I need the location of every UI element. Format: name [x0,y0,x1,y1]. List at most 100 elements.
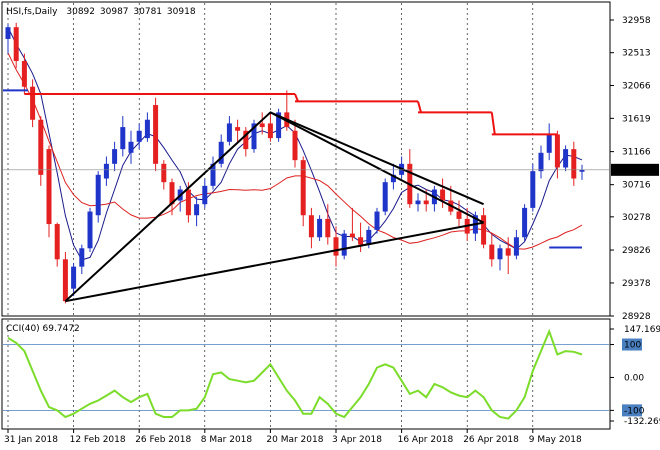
cci-tick-label: 100 [624,341,641,351]
cci-level-tag [622,404,642,417]
candle-body [292,130,298,161]
candle-body [267,123,273,139]
candle-body [153,105,159,164]
candle-body [62,259,68,302]
candle-body [489,244,495,260]
x-tick-label: 26 Feb 2018 [135,435,191,445]
y-tick-label: 32066 [622,82,651,92]
candle-body [30,86,36,120]
x-tick-label: 12 Feb 2018 [70,435,126,445]
x-tick-label: 16 Apr 2018 [398,435,454,445]
slow-ma-line [7,52,583,250]
candle-body [554,134,560,168]
candle-body [79,248,85,267]
candle-body [538,152,544,172]
candle-body [136,130,142,142]
candle-body [13,27,19,61]
candle-body [382,182,388,212]
cci-tick-label: 0.00 [624,373,644,383]
y-tick-label: 29378 [622,279,651,289]
overlay-lines [3,89,609,303]
cci-level-tag [622,338,642,351]
candle-body [259,123,265,128]
candle-body [38,119,44,175]
last-price-tag [611,163,659,176]
y-tick-label: 32513 [622,49,651,59]
candle-body [358,237,364,245]
candle-body [456,211,462,219]
stop-step [417,101,422,113]
candle-body [423,200,429,205]
y-tick-label: 31619 [622,114,651,124]
stop-step [294,93,299,102]
candle-body [341,233,347,256]
candle-body [333,237,339,256]
candle-body [71,266,77,289]
x-tick-label: 20 Mar 2018 [266,435,323,445]
cci-indicator [3,328,609,420]
cci-tick-label: -132.269 [624,417,660,427]
y-tick-label: 32958 [622,16,651,26]
y-tick-label: 30716 [622,181,651,191]
candle-body [276,112,282,139]
x-tick-label: 9 May 2018 [529,435,582,445]
candle-body [415,200,421,205]
candle-body [522,207,528,238]
candle-body [95,174,101,216]
candle-body [513,237,519,256]
candle-body [374,211,380,230]
candle-body [112,149,118,164]
candle-body [194,204,200,216]
trend-line [270,111,484,206]
x-tick-label: 26 Apr 2018 [463,435,519,445]
candle-body [210,163,216,186]
last-price-label: 30918 [618,166,647,176]
price-panel[interactable] [1,1,611,317]
candle-body [5,27,11,39]
candle-body [440,189,446,201]
x-tick-label: 8 Mar 2018 [201,435,253,445]
cci-line [7,328,583,420]
candle-body [481,215,487,245]
cci-panel[interactable] [1,318,611,430]
candle-body [202,185,208,205]
trend-line [65,221,484,303]
candle-body [563,149,569,168]
candle-body [579,169,585,172]
x-tick-label: 3 Apr 2018 [332,435,382,445]
price-grid [7,3,534,315]
candle-body [317,218,323,238]
candle-body [120,127,126,150]
candle-body [144,119,150,139]
candle-body [185,189,191,216]
candle-body [571,149,577,179]
candle-body [235,127,241,131]
candle-body [21,60,27,87]
candle-body [226,123,232,142]
y-tick-label: 30278 [622,213,651,223]
candle-body [366,229,372,245]
cci-tick-label: -100 [624,406,645,416]
candle-body [530,171,536,208]
candle-body [251,123,257,150]
cci-tick-label: 147.1698 [624,325,660,335]
candle-body [169,182,175,205]
cci-panel-title: CCI(40) 69.7472 [6,324,80,334]
candle-body [505,248,511,256]
candle-body [497,248,503,260]
candle-body [300,160,306,216]
candle-body [87,211,93,249]
candle-body [349,233,355,238]
candle-body [54,224,60,260]
price-panel-title: HSI,fs,Daily 30892 30987 30781 30918 [6,7,196,17]
stop-step [490,112,496,135]
candle-body [161,163,167,183]
candle-body [546,134,552,153]
y-tick-label: 31166 [622,148,651,158]
y-tick-label: 28928 [622,312,651,322]
candle-body [46,149,52,225]
candle-body [325,218,331,238]
candle-body [390,174,396,183]
candle-body [243,130,249,150]
